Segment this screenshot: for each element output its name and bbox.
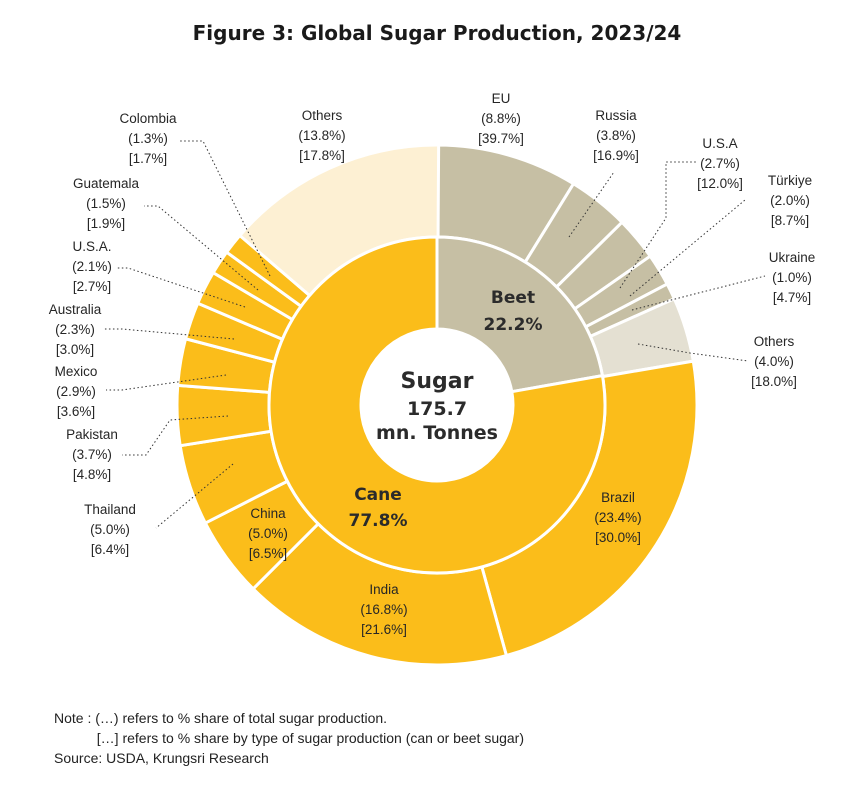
label-total-beet-u-s-a: (2.7%)	[700, 156, 740, 171]
label-name-beet-russia: Russia	[595, 108, 637, 123]
leader-cane-u-s-a	[116, 267, 246, 308]
label-type-beet-eu: [39.7%]	[478, 131, 524, 146]
label-type-beet-u-s-a: [12.0%]	[697, 176, 743, 191]
label-type-beet-russia: [16.9%]	[593, 148, 639, 163]
slice-labels: Beet 22.2% Cane 77.8% EU (8.8%) [39.7%] Russia (…	[49, 91, 816, 637]
chart-title: Figure 3: Global Sugar Production, 2023/…	[193, 21, 682, 45]
label-type-cane-u-s-a: [2.7%]	[73, 279, 111, 294]
label-name-beet-others: Others	[754, 334, 795, 349]
leader-cane-pakistan	[122, 415, 229, 456]
leader-beet-ukraine	[631, 275, 766, 311]
label-name-cane-india: India	[369, 582, 399, 597]
group-share-cane: 77.8%	[349, 511, 408, 531]
label-total-beet-ukraine: (1.0%)	[772, 270, 812, 285]
center-title: Sugar	[401, 369, 474, 394]
label-type-cane-guatemala: [1.9%]	[87, 216, 125, 231]
label-total-beet-russia: (3.8%)	[596, 128, 636, 143]
label-total-beet-eu: (8.8%)	[481, 111, 521, 126]
label-total-cane-guatemala: (1.5%)	[86, 196, 126, 211]
chart-notes: Note : (…) refers to % share of total su…	[54, 708, 524, 768]
group-name-cane: Cane	[354, 485, 402, 505]
label-name-cane-thailand: Thailand	[84, 502, 136, 517]
source-note: Source: USDA, Krungsri Research	[54, 750, 269, 766]
label-total-cane-thailand: (5.0%)	[90, 522, 130, 537]
leader-cane-thailand	[155, 463, 234, 529]
label-name-cane-u-s-a: U.S.A.	[72, 239, 111, 254]
label-name-cane-brazil: Brazil	[601, 490, 635, 505]
label-name-cane-guatemala: Guatemala	[73, 176, 140, 191]
label-total-beet-others: (4.0%)	[754, 354, 794, 369]
label-type-cane-brazil: [30.0%]	[595, 530, 641, 545]
label-total-cane-u-s-a: (2.1%)	[72, 259, 112, 274]
label-name-cane-others: Others	[302, 108, 343, 123]
label-type-cane-colombia: [1.7%]	[129, 151, 167, 166]
inner-slice-beet	[435, 235, 605, 394]
label-type-cane-thailand: [6.4%]	[91, 542, 129, 557]
label-total-cane-india: (16.8%)	[360, 602, 407, 617]
label-type-cane-australia: [3.0%]	[56, 342, 94, 357]
label-type-cane-others: [17.8%]	[299, 148, 345, 163]
label-total-cane-others: (13.8%)	[298, 128, 345, 143]
center-value: 175.7	[407, 398, 467, 420]
leader-beet-others	[637, 343, 749, 362]
group-name-beet: Beet	[491, 288, 535, 308]
note-type-share: […] refers to % share by type of sugar p…	[54, 730, 524, 746]
label-total-beet-t-rkiye: (2.0%)	[770, 193, 810, 208]
label-name-beet-ukraine: Ukraine	[769, 250, 816, 265]
label-total-cane-brazil: (23.4%)	[594, 510, 641, 525]
label-type-cane-china: [6.5%]	[249, 546, 287, 561]
leader-cane-mexico	[106, 374, 227, 391]
inner-ring	[267, 235, 607, 575]
group-share-beet: 22.2%	[484, 315, 543, 335]
label-name-cane-mexico: Mexico	[55, 364, 98, 379]
label-total-cane-mexico: (2.9%)	[56, 384, 96, 399]
inner-slice-cane	[267, 235, 607, 575]
label-total-cane-pakistan: (3.7%)	[72, 447, 112, 462]
leader-beet-russia	[568, 171, 615, 238]
leader-cane-australia	[104, 328, 235, 340]
center-label: Sugar 175.7 mn. Tonnes	[376, 369, 498, 444]
label-name-cane-pakistan: Pakistan	[66, 427, 118, 442]
center-unit: mn. Tonnes	[376, 422, 498, 444]
sugar-production-chart: Figure 3: Global Sugar Production, 2023/…	[49, 21, 816, 667]
leader-beet-t-rkiye	[629, 199, 746, 297]
note-total-share: Note : (…) refers to % share of total su…	[54, 710, 388, 726]
label-total-cane-colombia: (1.3%)	[128, 131, 168, 146]
label-type-beet-t-rkiye: [8.7%]	[771, 213, 809, 228]
label-name-cane-china: China	[250, 506, 286, 521]
label-total-cane-australia: (2.3%)	[55, 322, 95, 337]
label-name-beet-u-s-a: U.S.A	[702, 136, 737, 151]
label-type-beet-others: [18.0%]	[751, 374, 797, 389]
label-name-beet-eu: EU	[492, 91, 511, 106]
label-type-cane-india: [21.6%]	[361, 622, 407, 637]
label-name-cane-colombia: Colombia	[119, 111, 177, 126]
label-name-beet-t-rkiye: Türkiye	[768, 173, 812, 188]
label-type-cane-mexico: [3.6%]	[57, 404, 95, 419]
leader-lines	[104, 140, 766, 529]
label-total-cane-china: (5.0%)	[248, 526, 288, 541]
label-name-cane-australia: Australia	[49, 302, 102, 317]
outer-ring	[175, 143, 699, 667]
label-type-cane-pakistan: [4.8%]	[73, 467, 111, 482]
label-type-beet-ukraine: [4.7%]	[773, 290, 811, 305]
